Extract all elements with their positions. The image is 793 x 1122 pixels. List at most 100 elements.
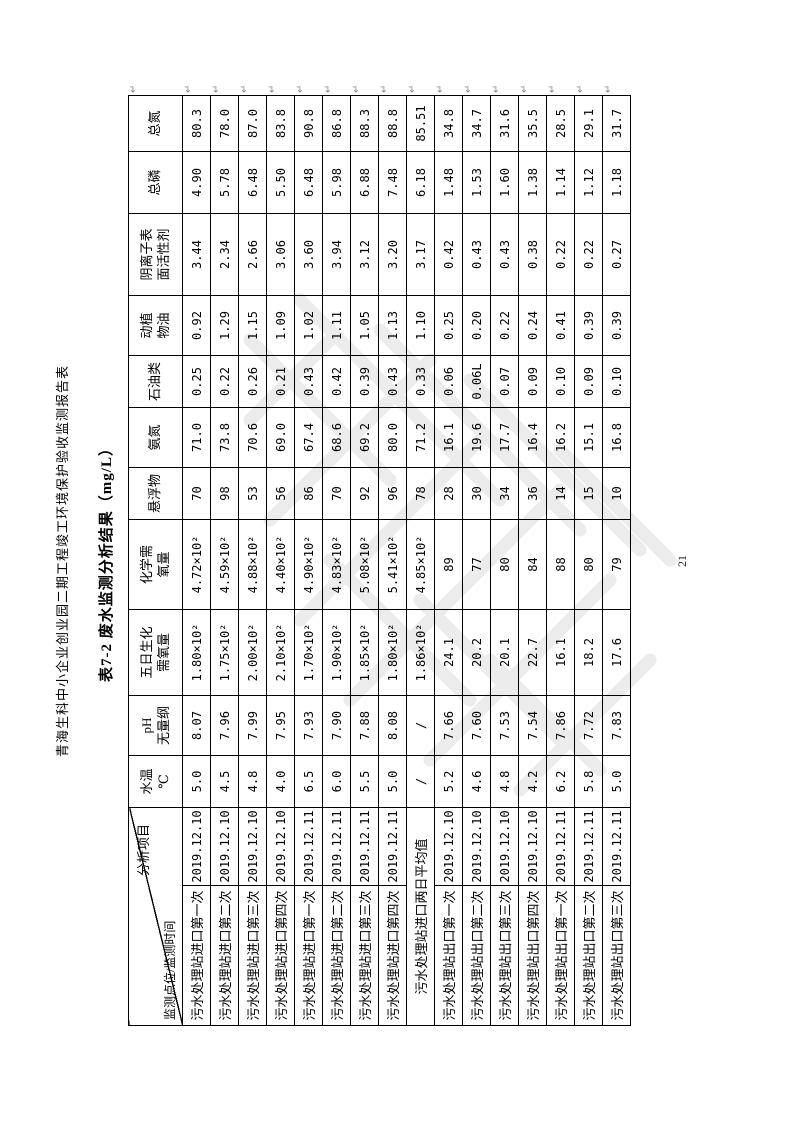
- value-cell: 15.1: [574, 407, 603, 468]
- date-cell: 2019.12.11: [546, 807, 575, 886]
- value-cell: 56: [266, 467, 295, 520]
- paragraph-mark-icon: ↵: [603, 84, 614, 93]
- value-cell: 10: [602, 467, 631, 520]
- column-header-3: 五日生化 需氧量: [128, 609, 183, 696]
- value-cell: 70.6: [238, 407, 267, 468]
- site-cell: 污水处理站进口第四次: [378, 885, 407, 1026]
- value-cell: 1.70×10²: [294, 609, 323, 696]
- value-cell: 3.60: [294, 213, 323, 296]
- value-cell: 34.8: [434, 95, 463, 152]
- value-cell: 5.78: [210, 151, 239, 214]
- date-cell: 2019.12.11: [294, 807, 323, 886]
- value-cell: 0.39: [602, 295, 631, 356]
- date-cell: 2019.12.11: [602, 807, 631, 886]
- site-cell: 污水处理站出口第三次: [490, 885, 519, 1026]
- header-row: 分析项目 监测点位/监测时间 水温 ℃ pH 无量纲 五日生化 需氧量 化学需 氧量悬…: [128, 95, 183, 1026]
- value-cell: 31.7: [602, 95, 631, 152]
- value-cell: 83.8: [266, 95, 295, 152]
- site-cell: 污水处理站出口第二次: [462, 885, 491, 1026]
- value-cell: 67.4: [294, 407, 323, 468]
- document-header: 青海生科中小企业创业园二期工程竣工环境保护验收监测报告表: [55, 365, 70, 758]
- value-cell: 5.5: [350, 755, 379, 808]
- value-cell: 0.25: [182, 355, 211, 408]
- value-cell: 36: [518, 467, 547, 520]
- value-cell: 6.2: [546, 755, 575, 808]
- date-cell: 2019.12.10: [238, 807, 267, 886]
- table-row: 污水处理站进口第四次 2019.12.11 5.0 8.08 1.80×10² 5.41×…: [378, 95, 407, 1026]
- value-cell: 7.66: [434, 695, 463, 756]
- value-cell: 92: [350, 467, 379, 520]
- value-cell: 34.7: [462, 95, 491, 152]
- value-cell: 5.98: [322, 151, 351, 214]
- table-row: 污水处理站进口两日平均值 //1.86×10² 4.85×10² 78 71.2 0.33…: [406, 95, 435, 1026]
- paragraph-mark-icon: ↵: [295, 84, 306, 93]
- table-row: 污水处理站进口第三次 2019.12.10 4.8 7.99 2.00×10² 4.88×…: [238, 95, 267, 1026]
- value-cell: /: [406, 755, 435, 808]
- date-cell: 2019.12.10: [210, 807, 239, 886]
- value-cell: 17.6: [602, 609, 631, 696]
- site-cell: 污水处理站进口两日平均值: [406, 807, 435, 1026]
- value-cell: 0.07: [490, 355, 519, 408]
- value-cell: 80.3: [182, 95, 211, 152]
- value-cell: 1.85×10²: [350, 609, 379, 696]
- value-cell: 4.8: [238, 755, 267, 808]
- value-cell: 34: [490, 467, 519, 520]
- paragraph-mark-icon: ↵: [323, 84, 334, 93]
- value-cell: 7.86: [546, 695, 575, 756]
- value-cell: 80.0: [378, 407, 407, 468]
- date-cell: 2019.12.10: [266, 807, 295, 886]
- value-cell: 15: [574, 467, 603, 520]
- table-row: 污水处理站进口第一次 2019.12.11 6.5 7.93 1.70×10² 4.90×…: [294, 95, 323, 1026]
- value-cell: 0.39: [574, 295, 603, 356]
- date-cell: 2019.12.11: [574, 807, 603, 886]
- value-cell: 86: [294, 467, 323, 520]
- value-cell: 87.0: [238, 95, 267, 152]
- value-cell: 0.25: [434, 295, 463, 356]
- value-cell: 69.2: [350, 407, 379, 468]
- date-cell: 2019.12.10: [490, 807, 519, 886]
- table-row: 污水处理站进口第二次 2019.12.11 6.0 7.90 1.90×10² 4.83×…: [322, 95, 351, 1026]
- value-cell: 4.8: [490, 755, 519, 808]
- site-cell: 污水处理站进口第二次: [322, 885, 351, 1026]
- value-cell: 85.51: [406, 95, 435, 152]
- value-cell: 7.72: [574, 695, 603, 756]
- value-cell: 6.48: [238, 151, 267, 214]
- value-cell: 0.43: [378, 355, 407, 408]
- paragraph-mark-icon: ↵: [183, 84, 194, 93]
- value-cell: 1.53: [462, 151, 491, 214]
- value-cell: 6.48: [294, 151, 323, 214]
- table-row: 污水处理站出口第二次 2019.12.11 5.8 7.72 18.2 80 15 15.1 0…: [574, 95, 603, 1026]
- value-cell: 78.0: [210, 95, 239, 152]
- value-cell: 88: [546, 519, 575, 610]
- date-cell: 2019.12.11: [322, 807, 351, 886]
- value-cell: 7.95: [266, 695, 295, 756]
- site-cell: 污水处理站进口第四次: [266, 885, 295, 1026]
- date-cell: 2019.12.10: [434, 807, 463, 886]
- value-cell: 7.48: [378, 151, 407, 214]
- value-cell: 6.88: [350, 151, 379, 214]
- paragraph-mark-icon: ↵: [547, 84, 558, 93]
- value-cell: 1.86×10²: [406, 609, 435, 696]
- value-cell: 20.1: [490, 609, 519, 696]
- date-cell: 2019.12.11: [350, 807, 379, 886]
- value-cell: 69.0: [266, 407, 295, 468]
- value-cell: 68.6: [322, 407, 351, 468]
- value-cell: 7.60: [462, 695, 491, 756]
- value-cell: 0.27: [602, 213, 631, 296]
- table-row: 污水处理站出口第一次 2019.12.11 6.2 7.86 16.1 88 14 16.2 0…: [546, 95, 575, 1026]
- value-cell: 0.42: [434, 213, 463, 296]
- value-cell: 22.7: [518, 609, 547, 696]
- site-cell: 污水处理站进口第三次: [238, 885, 267, 1026]
- value-cell: 3.06: [266, 213, 295, 296]
- value-cell: 0.43: [462, 213, 491, 296]
- value-cell: 90.8: [294, 95, 323, 152]
- value-cell: 2.34: [210, 213, 239, 296]
- value-cell: 4.90×10²: [294, 519, 323, 610]
- page-number: 21: [675, 555, 689, 567]
- site-cell: 污水处理站出口第二次: [574, 885, 603, 1026]
- value-cell: 79: [602, 519, 631, 610]
- value-cell: 4.5: [210, 755, 239, 808]
- value-cell: 5.50: [266, 151, 295, 214]
- value-cell: 7.93: [294, 695, 323, 756]
